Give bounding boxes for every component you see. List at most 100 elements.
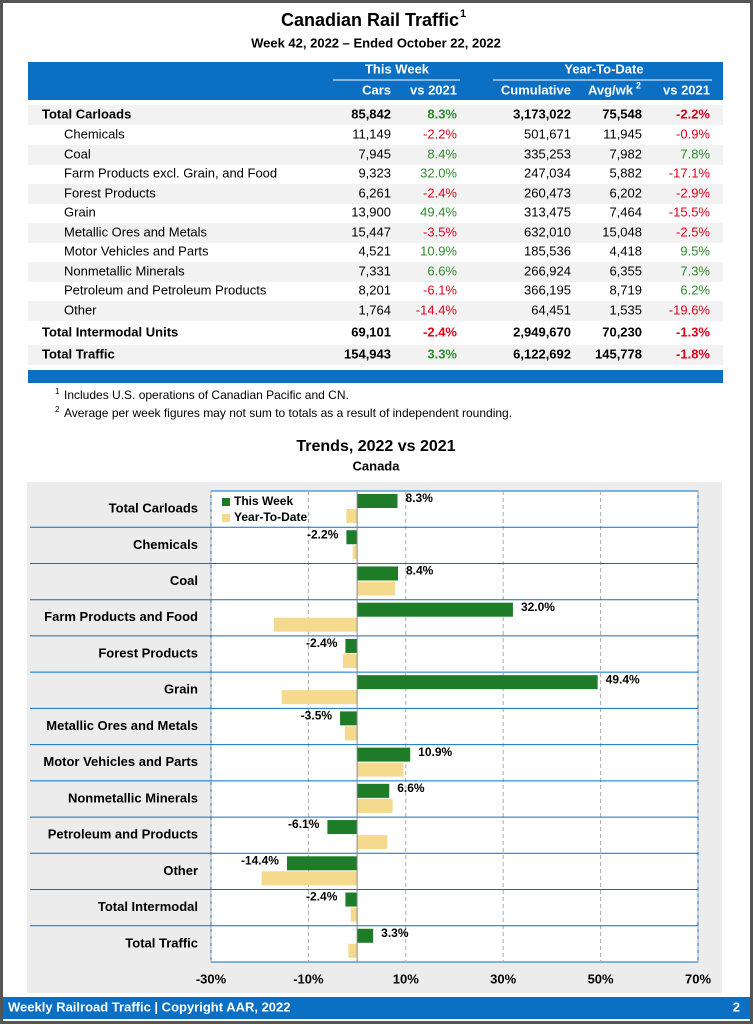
cell: -2.2% — [423, 126, 457, 141]
group-header: This Week — [365, 61, 430, 76]
cell: 154,943 — [344, 346, 391, 361]
category-label: Total Intermodal — [98, 899, 198, 914]
row-label: Total Carloads — [42, 106, 131, 121]
cell: -3.5% — [423, 224, 457, 239]
row-shade — [28, 262, 723, 282]
cell: 15,048 — [602, 224, 642, 239]
page-number: 2 — [733, 999, 740, 1014]
bar — [346, 509, 358, 523]
footer-band — [3, 997, 750, 1019]
legend-swatch — [222, 514, 230, 522]
bar — [346, 530, 358, 545]
cell: 8.3% — [427, 106, 457, 121]
cell: 4,418 — [609, 243, 642, 258]
category-label: Metallic Ores and Metals — [46, 718, 198, 733]
cell: 11,945 — [603, 126, 642, 141]
row-label: Chemicals — [64, 126, 125, 141]
bar — [281, 690, 358, 705]
cell: -2.9% — [676, 185, 710, 200]
cell: -2.5% — [676, 224, 710, 239]
column-header: Cumulative — [501, 82, 571, 97]
cell: 10.9% — [420, 243, 457, 258]
bar — [273, 617, 358, 632]
data-label: 3.3% — [381, 926, 409, 940]
category-label: Coal — [170, 573, 198, 588]
row-label: Nonmetallic Minerals — [64, 263, 185, 278]
cell: -14.4% — [416, 302, 458, 317]
legend-swatch — [222, 498, 230, 506]
row-shade — [28, 184, 723, 204]
data-label: 10.9% — [418, 745, 452, 759]
cell: 9.5% — [680, 243, 710, 258]
row-label: Total Intermodal Units — [42, 324, 178, 339]
cell: 1,535 — [609, 302, 642, 317]
cell: 8,719 — [609, 282, 642, 297]
chart-subtitle: Canada — [353, 458, 401, 473]
bar — [357, 762, 404, 777]
footnote: Average per week figures may not sum to … — [64, 406, 512, 420]
cell: 6.6% — [427, 263, 457, 278]
row-shade — [28, 301, 723, 321]
cell: 7,982 — [609, 146, 642, 161]
category-label: Chemicals — [133, 537, 198, 552]
cell: 3.3% — [427, 346, 457, 361]
group-header: Year-To-Date — [564, 61, 643, 76]
data-label: -2.4% — [306, 636, 338, 650]
title-mark: 1 — [460, 8, 466, 20]
title: Canadian Rail Traffic — [281, 10, 459, 30]
row-label: Forest Products — [64, 185, 156, 200]
bar — [357, 581, 396, 596]
cell: -6.1% — [423, 282, 457, 297]
cell: 13,900 — [351, 204, 391, 219]
bar — [345, 892, 358, 907]
cell: 335,253 — [524, 146, 571, 161]
category-label: Forest Products — [98, 645, 198, 660]
x-tick-label: 50% — [588, 971, 614, 986]
cell: -2.4% — [423, 185, 457, 200]
row-label: Petroleum and Petroleum Products — [64, 282, 267, 297]
bar — [357, 928, 374, 943]
data-label: 8.4% — [406, 564, 434, 578]
cell: 4,521 — [358, 243, 391, 258]
cell: 64,451 — [531, 302, 571, 317]
category-label: Grain — [164, 682, 198, 697]
cell: 501,671 — [524, 126, 571, 141]
cell: 145,778 — [595, 346, 642, 361]
cell: 185,536 — [524, 243, 571, 258]
cell: -19.6% — [669, 302, 711, 317]
x-tick-label: 30% — [490, 971, 516, 986]
cell: 7,945 — [358, 146, 391, 161]
row-label: Metallic Ores and Metals — [64, 224, 208, 239]
cell: 6,202 — [609, 185, 642, 200]
row-label: Coal — [64, 146, 91, 161]
bar — [357, 566, 399, 581]
cell: -17.1% — [669, 165, 711, 180]
cell: 6,355 — [609, 263, 642, 278]
cell: 70,230 — [602, 324, 642, 339]
cell: 7,331 — [358, 263, 391, 278]
data-label: -6.1% — [288, 817, 320, 831]
x-tick-label: -10% — [293, 971, 324, 986]
bar — [345, 638, 358, 653]
cell: 3,173,022 — [513, 106, 571, 121]
row-shade — [28, 223, 723, 243]
data-label: 32.0% — [521, 600, 555, 614]
data-label: 49.4% — [606, 672, 640, 686]
cell: -0.9% — [676, 126, 710, 141]
cell: 75,548 — [602, 106, 642, 121]
cell: 632,010 — [524, 224, 571, 239]
cell: -2.2% — [676, 106, 710, 121]
column-mark: 2 — [636, 80, 641, 90]
footer-text: Weekly Railroad Traffic | Copyright AAR,… — [8, 999, 291, 1014]
cell: 11,149 — [352, 126, 391, 141]
cell: 6,122,692 — [513, 346, 571, 361]
footnote-mark: 1 — [55, 387, 60, 396]
cell: -2.4% — [423, 324, 457, 339]
data-label: -2.2% — [307, 527, 339, 541]
bar — [286, 856, 358, 871]
category-label: Petroleum and Products — [48, 827, 198, 842]
table-footer-band — [28, 370, 723, 383]
row-label: Farm Products excl. Grain, and Food — [64, 165, 277, 180]
table-header-band — [28, 62, 723, 100]
